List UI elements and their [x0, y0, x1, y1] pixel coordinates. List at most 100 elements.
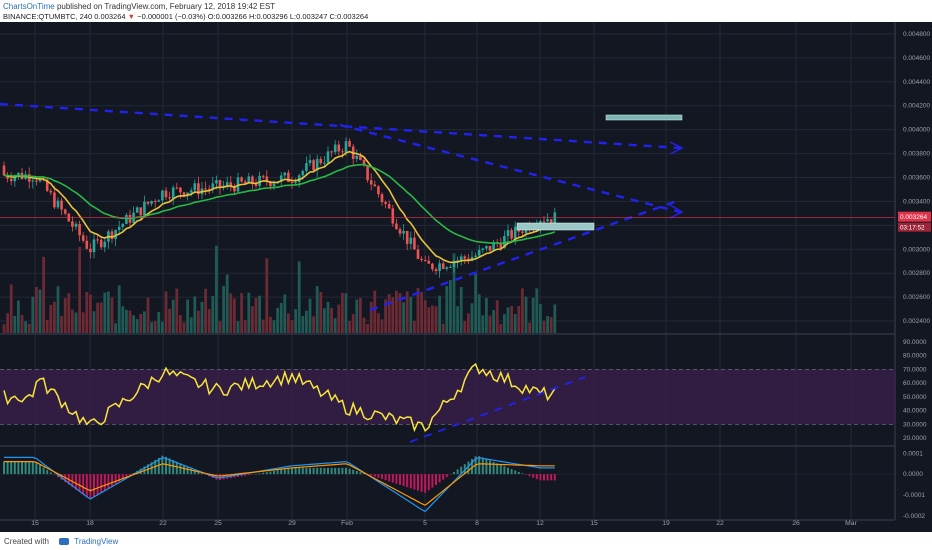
volume-bar [503, 314, 506, 333]
candle-body [305, 163, 308, 172]
volume-bar [269, 316, 272, 333]
volume-bar [125, 309, 128, 333]
macd-histogram-bar [6, 461, 9, 475]
volume-bar [222, 285, 225, 333]
volume-bar [67, 293, 71, 333]
macd-histogram-bar [193, 469, 196, 475]
volume-bar [369, 301, 373, 333]
volume-bar [467, 313, 470, 333]
macd-histogram-bar [341, 467, 344, 475]
macd-histogram-bar [21, 461, 23, 475]
macd-histogram-bar [525, 474, 527, 475]
publish-line: ChartsOnTime published on TradingView.co… [3, 2, 275, 11]
author-link[interactable]: ChartsOnTime [3, 2, 55, 11]
candle-body [409, 237, 413, 244]
macd-histogram-bar [514, 470, 517, 475]
ohlc-values: O:0.003266 H:0.003296 L:0.003247 C:0.003… [207, 12, 369, 21]
candle-body [290, 181, 294, 183]
rsi-line [3, 362, 556, 433]
macd-histogram-bar [359, 472, 362, 475]
volume-bar [470, 303, 474, 333]
rsi-tick-label: 80.0000 [903, 353, 927, 360]
volume-bar [103, 292, 107, 333]
macd-histogram-bar [96, 474, 99, 495]
volume-bar [308, 298, 312, 333]
macd-histogram-bar [197, 471, 200, 475]
candle-body [492, 242, 495, 251]
candle-body [35, 180, 38, 182]
candle-body [398, 229, 402, 234]
macd-histogram-bar [517, 471, 520, 475]
macd-histogram-bar [111, 474, 113, 486]
macd-histogram-bar [24, 461, 27, 475]
candle-body [542, 221, 546, 223]
volume-bar [207, 309, 211, 333]
volume-bar [319, 291, 323, 333]
candle-body [434, 269, 438, 272]
macd-histogram-bar [352, 469, 355, 475]
volume-bar [294, 309, 297, 333]
volume-bar [359, 297, 362, 333]
candle-body [189, 190, 193, 193]
macd-histogram-bar [269, 471, 272, 475]
candle-body [287, 172, 290, 182]
candle-body [477, 249, 481, 256]
volume-bar [164, 291, 168, 333]
candle-body [395, 223, 398, 230]
candle-body [423, 259, 427, 261]
macd-histogram-bar [3, 461, 5, 475]
candle-body [449, 266, 452, 268]
volume-bar [117, 285, 121, 333]
macd-histogram-bar [445, 474, 448, 478]
candle-body [427, 260, 431, 264]
candle-body [348, 141, 351, 147]
volume-bar [31, 296, 35, 333]
macd-histogram-bar [280, 469, 283, 475]
macd-histogram-bar [507, 467, 509, 475]
volume-bar [391, 297, 395, 333]
candle-body [377, 186, 380, 195]
symbol-name: BINANCE:QTUMBTC, 240 [3, 12, 93, 21]
tradingview-link[interactable]: TradingView [74, 537, 119, 546]
candle-body [96, 239, 99, 241]
symbol-line: BINANCE:QTUMBTC, 240 0.003264 ▼ −0.00000… [3, 12, 368, 21]
volume-bar [366, 324, 369, 333]
candle-body [413, 237, 416, 250]
candle-body [362, 159, 366, 166]
volume-bar [377, 313, 380, 333]
candle-body [164, 190, 168, 198]
macd-tick-label: -0.0001 [903, 492, 925, 499]
candle-body [301, 171, 305, 176]
candle-body [243, 181, 247, 184]
macd-histogram-bar [388, 474, 391, 482]
candle-body [312, 160, 315, 171]
volume-bar [326, 301, 330, 333]
volume-bar [211, 295, 215, 333]
macd-histogram-bar [355, 471, 358, 475]
volume-bar [535, 288, 539, 333]
chart-area[interactable]: 0.004800 0.004600 0.004400 0.004200 0.004000… [0, 22, 932, 532]
macd-histogram-bar [31, 461, 34, 475]
chart-background [0, 22, 932, 532]
macd-histogram-bar [244, 474, 247, 476]
volume-bar [344, 293, 348, 333]
macd-histogram-bar [100, 474, 103, 493]
volume-bar [132, 315, 135, 333]
volume-bar [373, 290, 377, 333]
arrow-head-middle-icon [669, 204, 684, 219]
macd-tick-label: 0.0001 [903, 450, 923, 457]
volume-bar [279, 302, 283, 333]
volume-bar [481, 315, 485, 333]
target-box-lower [516, 222, 595, 231]
macd-histogram-bar [467, 461, 470, 475]
volume-bar [459, 286, 463, 333]
candle-body [121, 223, 125, 227]
macd-histogram-bar [175, 461, 178, 475]
volume-bar [431, 305, 434, 333]
price-tick-label: 0.004000 [903, 127, 930, 134]
candle-body [110, 231, 114, 240]
candle-body [387, 203, 391, 209]
price-tick-label: 0.004400 [903, 79, 930, 86]
time-tick-label: 5 [423, 520, 427, 527]
volume-bar [60, 315, 63, 333]
